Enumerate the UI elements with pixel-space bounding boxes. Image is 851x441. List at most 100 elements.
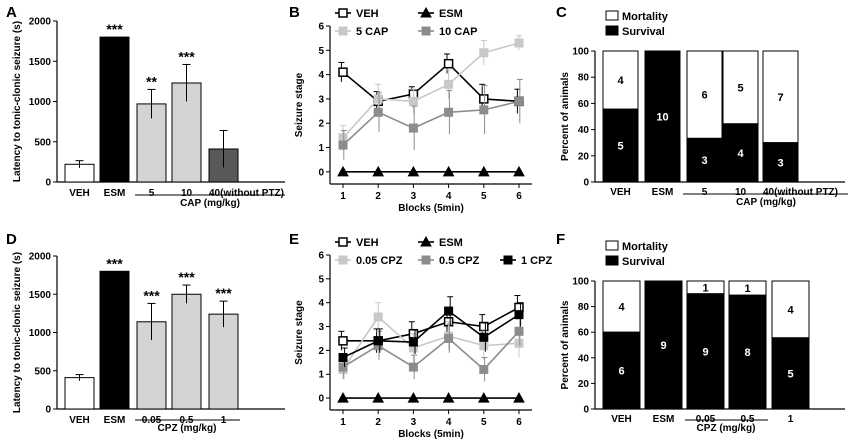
data-point-e-1-1: [372, 392, 385, 403]
mortality-count-c-3: 5: [737, 82, 743, 94]
mortality-count-f-3: 1: [744, 283, 750, 295]
data-point-e-4-5: [514, 310, 524, 320]
survival-segment-c-3: [722, 123, 759, 183]
data-point-e-2-1: [373, 312, 383, 322]
data-point-e-1-0: [337, 392, 349, 403]
data-point-b-3-2: [408, 123, 418, 133]
y-tick-label-b: 4: [318, 70, 324, 81]
data-point-e-3-2: [408, 362, 418, 372]
x-tick-label-e: 3: [411, 417, 417, 428]
x-tick-label-c-0: VEH: [610, 187, 631, 198]
significance-marker-d-3: ***: [178, 269, 195, 285]
data-point-b-3-3: [444, 107, 454, 117]
x-tick-label-c-4: 40(without PTZ): [763, 187, 838, 198]
legend-swatch-f-survival: [605, 255, 619, 266]
y-tick-label-e: 2: [318, 346, 324, 357]
data-point-b-0-4: [479, 94, 489, 104]
x-tick-label-a-3: 10: [181, 188, 193, 199]
legend-marker-e-3: [421, 255, 431, 265]
data-point-b-2-3: [444, 79, 454, 89]
data-point-b-2-4: [479, 48, 489, 58]
survival-count-c-1: 10: [656, 112, 668, 124]
significance-marker-d-4: ***: [215, 285, 232, 301]
data-point-e-2-5: [514, 338, 524, 348]
legend-label-c-survival: Survival: [622, 26, 665, 38]
data-point-b-0-0: [338, 67, 348, 77]
panel-label-d: D: [6, 231, 17, 248]
x-tick-label-a-4: 40(without PTZ): [209, 188, 284, 199]
x-tick-label-c-3: 10: [735, 187, 747, 198]
survival-segment-f-0: [602, 331, 641, 410]
bar-d-0: [64, 377, 95, 410]
series-line-e-3: [342, 330, 520, 371]
data-point-b-1-0: [337, 165, 349, 177]
mortality-count-f-0: 4: [618, 302, 625, 314]
data-point-e-2-4: [479, 341, 489, 351]
y-tick-label-c: 60: [578, 99, 590, 110]
mortality-count-c-2: 6: [701, 90, 707, 102]
y-tick-label-b: 3: [318, 94, 324, 105]
y-axis-title-e: Seizure stage: [294, 300, 305, 365]
legend-swatch-f-mortality: [605, 240, 619, 251]
mortality-segment-c-4: [762, 50, 799, 144]
mortality-count-c-0: 4: [617, 75, 624, 87]
x-tick-label-e: 5: [481, 417, 487, 428]
y-axis-title-a: Latency to tonic-clonic seizure (s): [12, 21, 23, 182]
survival-count-c-4: 3: [777, 157, 783, 169]
series-line-b-2: [342, 42, 520, 139]
legend-label-f-survival: Survival: [622, 256, 665, 268]
significance-marker-d-1: ***: [106, 255, 123, 271]
data-point-b-3-4: [479, 105, 489, 115]
legend-label-b-2: 5 CAP: [356, 26, 388, 38]
x-tick-label-d-0: VEH: [69, 415, 90, 426]
survival-segment-c-0: [602, 108, 639, 183]
data-point-b-3-0: [338, 140, 348, 150]
legend-label-c-mortality: Mortality: [622, 11, 669, 23]
y-tick-label-e: 6: [318, 251, 324, 262]
significance-marker-a-1: ***: [106, 21, 123, 37]
data-point-e-1-5: [513, 392, 525, 403]
legend-marker-b-0: [338, 8, 348, 18]
y-tick-label-c: 20: [578, 151, 590, 162]
legend-label-e-0: VEH: [356, 237, 379, 249]
bar-d-3: [171, 293, 202, 410]
panel-label-f: F: [556, 231, 565, 248]
y-tick-label-e: 3: [318, 322, 324, 333]
y-axis-title-d: Latency to tonic-clonic seizure (s): [12, 252, 23, 413]
y-tick-label-e: 1: [318, 370, 324, 381]
bar-a-1: [99, 36, 130, 183]
data-point-e-1-3: [442, 392, 455, 403]
y-tick-label-f: 60: [578, 328, 590, 339]
x-tick-label-b: 4: [446, 191, 452, 202]
legend-label-b-1: ESM: [439, 8, 463, 20]
data-point-e-3-5: [514, 326, 524, 336]
x-tick-label-e: 6: [516, 417, 522, 428]
data-point-e-0-4: [479, 321, 489, 332]
y-tick-label-a: 1500: [29, 57, 52, 68]
survival-segment-f-2: [686, 293, 725, 410]
legend-marker-b-3: [421, 26, 431, 36]
data-point-e-3-3: [444, 333, 454, 343]
x-tick-label-b: 1: [340, 191, 346, 202]
x-tick-label-e: 1: [340, 417, 346, 428]
legend-label-e-4: 1 CPZ: [521, 255, 552, 267]
y-tick-label-a: 500: [34, 137, 51, 148]
y-axis-title-b: Seizure stage: [294, 72, 305, 137]
survival-segment-f-4: [771, 337, 810, 410]
survival-count-f-3: 8: [744, 347, 750, 359]
y-tick-label-b: 1: [318, 143, 324, 154]
legend-label-b-0: VEH: [356, 8, 379, 20]
data-point-e-4-0: [338, 353, 348, 363]
mortality-count-c-4: 7: [777, 92, 783, 104]
survival-count-f-2: 9: [702, 346, 708, 358]
data-point-b-3-5: [514, 96, 524, 106]
data-point-b-2-1: [373, 94, 383, 104]
y-tick-label-b: 0: [318, 167, 324, 178]
panel-label-c: C: [556, 4, 567, 21]
x-tick-label-a-1: ESM: [104, 188, 126, 199]
y-tick-label-f: 80: [578, 302, 590, 313]
y-tick-label-c: 40: [578, 125, 590, 136]
survival-count-c-2: 3: [701, 155, 707, 167]
